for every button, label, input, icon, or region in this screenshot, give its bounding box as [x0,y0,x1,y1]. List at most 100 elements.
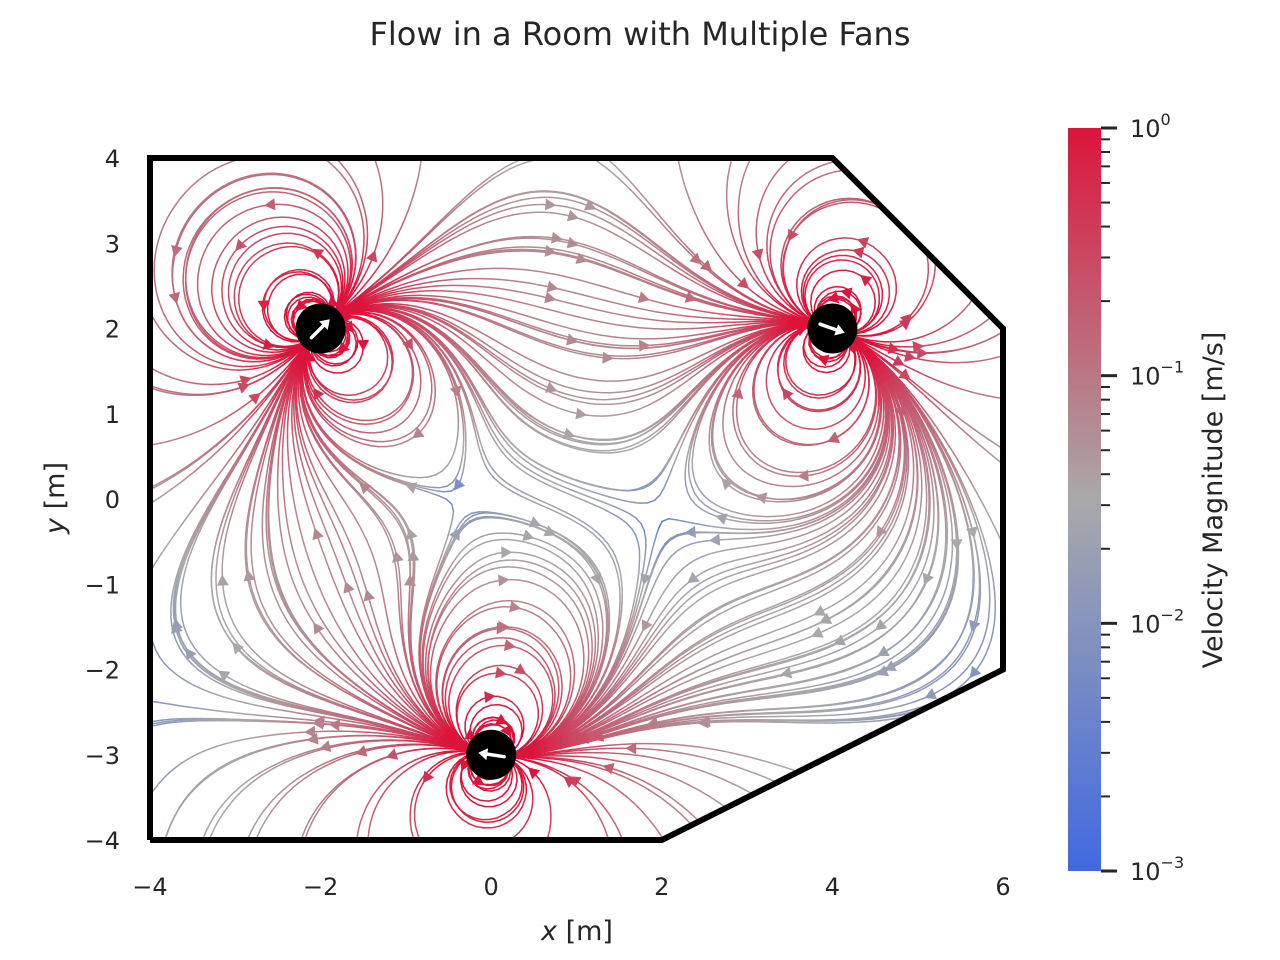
streamline-segment [237,700,247,704]
streamline-segment [219,362,229,366]
streamline-segment [345,681,354,688]
streamline-segment [209,815,216,824]
streamline-segment [248,346,257,351]
streamline-segment [328,717,338,720]
streamline-segment [153,253,157,263]
streamline-segment [398,736,408,739]
streamline-segment [161,718,171,721]
streamline-segment [241,435,248,444]
streamline-segment [260,734,270,738]
streamline-segment [281,792,289,800]
streamline-segment [264,186,274,189]
streamline-segment [253,344,263,349]
streamline-segment [333,671,342,679]
streamline-segment [243,400,252,407]
streamline-segment [352,725,363,729]
streamline-segment [249,364,259,368]
streamline-segment [317,227,325,234]
streamline-segment [154,245,158,255]
streamline-segment [270,695,280,700]
streamline-segment [225,512,230,522]
streamline-segment [300,639,308,648]
streamline-segment [168,718,179,721]
streamline-segment [291,720,301,723]
streamline-segment [181,758,190,764]
streamline-segment [252,703,262,708]
streamline-segment [209,663,217,671]
streamline-segment [290,731,301,734]
streamline-segment [230,498,235,507]
streamline-segment [350,230,355,240]
streamline-segment [351,720,361,724]
streamline-segment [405,737,416,740]
streamline-segment [182,267,185,277]
streamline-segment [343,279,346,289]
streamline-segment [227,609,232,619]
streamline-segment [220,321,226,330]
streamline-segment [342,264,346,274]
streamline-segment [179,603,182,614]
streamline-segment [222,302,226,312]
streamline-segment [398,734,408,738]
streamline-segment [180,349,189,356]
streamline-segment [174,436,184,441]
streamline-segment [154,721,164,725]
streamline-segment [196,428,206,433]
streamline-segment [420,741,430,744]
streamline-segment [245,736,255,740]
streamline-segment [206,821,212,831]
streamline-segment [382,735,393,738]
streamline-segment [308,230,317,236]
streamline-segment [243,360,253,363]
streamline-segment [211,292,214,302]
streamline-segment [178,646,184,655]
streamline-segment [270,225,280,229]
streamline-segment [241,684,251,689]
streamline-segment [168,668,177,675]
streamline-segment [157,231,162,240]
streamline-segment [338,263,343,273]
streamline-segment [230,739,240,744]
streamline-segment [208,691,218,696]
streamline-segment [223,242,230,251]
streamline-segment [186,509,193,518]
streamline-segment [171,281,175,291]
streamline-segment [183,626,188,636]
streamline-segment [221,807,228,816]
streamline-segment [295,633,303,642]
streamline-segment [163,217,169,226]
streamline-segment [212,300,216,309]
streamline-segment [179,192,186,200]
streamline-segment [217,542,221,552]
streamline-segment [156,553,162,562]
streamline-segment [267,707,277,710]
streamline-segment [323,231,331,239]
streamline-segment [276,348,286,351]
streamline-segment [335,718,345,722]
streamline-segment [172,632,177,642]
streamline-segment [261,503,264,513]
streamline-segment [345,724,355,728]
streamline-segment [215,255,221,264]
streamline-segment [328,237,335,245]
streamline-segment [221,556,224,566]
streamline-segment [223,594,227,604]
streamline-segment [231,324,238,332]
streamline-segment [303,220,312,225]
streamline-segment [283,732,293,735]
streamline-segment [201,688,210,693]
streamline-segment [226,498,232,507]
streamline-segment [237,738,247,742]
streamline-segment [153,782,160,791]
streamline-segment [301,228,310,233]
streamline-segment [250,422,257,431]
streamline-segment [264,472,268,482]
streamline-segment [210,587,214,597]
streamline-segment [183,260,186,270]
streamline-segment [263,692,272,697]
streamline-segment [195,497,202,505]
streamline-segment [219,610,224,620]
streamline-segment [175,332,182,340]
streamline-segment [157,298,162,308]
streamline-segment [255,377,265,383]
